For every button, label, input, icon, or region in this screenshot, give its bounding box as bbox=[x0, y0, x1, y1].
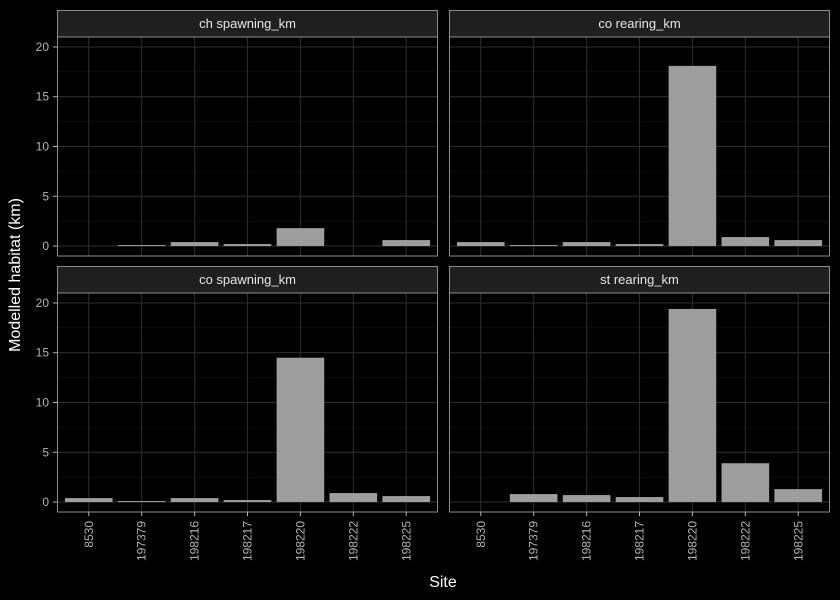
x-axis-title: Site bbox=[429, 574, 457, 591]
x-tick-label: 8530 bbox=[82, 521, 96, 548]
bar bbox=[223, 500, 272, 503]
y-tick-label: 0 bbox=[42, 495, 49, 509]
facet-title: ch spawning_km bbox=[199, 16, 296, 31]
bar bbox=[615, 497, 664, 503]
bar bbox=[382, 496, 431, 503]
bar bbox=[170, 242, 219, 247]
y-tick-label: 20 bbox=[36, 296, 50, 310]
x-tick-label: 198220 bbox=[685, 521, 699, 561]
y-tick-label: 20 bbox=[36, 40, 50, 54]
facet-panel: co spawning_km 0 5 10 15 20 8530 197379 198216 19… bbox=[36, 266, 438, 561]
x-tick-label: 198220 bbox=[293, 521, 307, 561]
x-tick-label: 198216 bbox=[580, 521, 594, 561]
bar bbox=[276, 357, 325, 503]
bar bbox=[456, 242, 505, 247]
bar bbox=[668, 308, 717, 503]
x-tick-label: 198225 bbox=[399, 521, 413, 561]
facet-title: co spawning_km bbox=[199, 272, 296, 287]
facet-strip bbox=[449, 10, 830, 38]
bar bbox=[382, 240, 431, 247]
y-tick-label: 5 bbox=[42, 189, 49, 203]
x-tick-label: 198222 bbox=[738, 521, 752, 561]
facet-strip bbox=[57, 266, 438, 294]
bar bbox=[562, 242, 611, 247]
bar bbox=[668, 65, 717, 247]
y-tick-label: 15 bbox=[36, 346, 50, 360]
bar bbox=[117, 245, 166, 247]
x-tick-label: 198217 bbox=[633, 521, 647, 561]
bar bbox=[774, 240, 823, 247]
x-tick-label: 198222 bbox=[346, 521, 360, 561]
y-tick-label: 15 bbox=[36, 90, 50, 104]
x-tick-label: 197379 bbox=[527, 521, 541, 561]
facet-title: st rearing_km bbox=[600, 272, 679, 287]
bar bbox=[509, 245, 558, 247]
y-tick-label: 10 bbox=[36, 140, 50, 154]
x-tick-label: 197379 bbox=[135, 521, 149, 561]
bar bbox=[562, 495, 611, 503]
facet-panel: co rearing_km bbox=[449, 10, 830, 257]
bar bbox=[170, 498, 219, 503]
x-tick-label: 8530 bbox=[474, 521, 488, 548]
facet-strip bbox=[449, 266, 830, 294]
bar bbox=[223, 244, 272, 247]
bar bbox=[117, 501, 166, 503]
bar bbox=[615, 244, 664, 247]
y-axis-title: Modelled habitat (km) bbox=[7, 198, 24, 352]
x-tick-label: 198225 bbox=[791, 521, 805, 561]
bar bbox=[329, 493, 378, 503]
x-tick-label: 198217 bbox=[241, 521, 255, 561]
y-tick-label: 10 bbox=[36, 396, 50, 410]
bar bbox=[509, 494, 558, 503]
y-tick-label: 5 bbox=[42, 445, 49, 459]
facet-strip bbox=[57, 10, 438, 38]
bar bbox=[64, 498, 113, 503]
bar bbox=[721, 237, 770, 247]
facet-panel: st rearing_km 8530 197379 198216 198217 19822… bbox=[449, 266, 830, 561]
bar bbox=[774, 489, 823, 503]
bar bbox=[721, 463, 770, 503]
facet-panel: ch spawning_km 0 5 10 15 20 bbox=[36, 10, 438, 257]
bar bbox=[276, 228, 325, 247]
y-tick-label: 0 bbox=[42, 239, 49, 253]
facet-title: co rearing_km bbox=[598, 16, 680, 31]
x-tick-label: 198216 bbox=[188, 521, 202, 561]
